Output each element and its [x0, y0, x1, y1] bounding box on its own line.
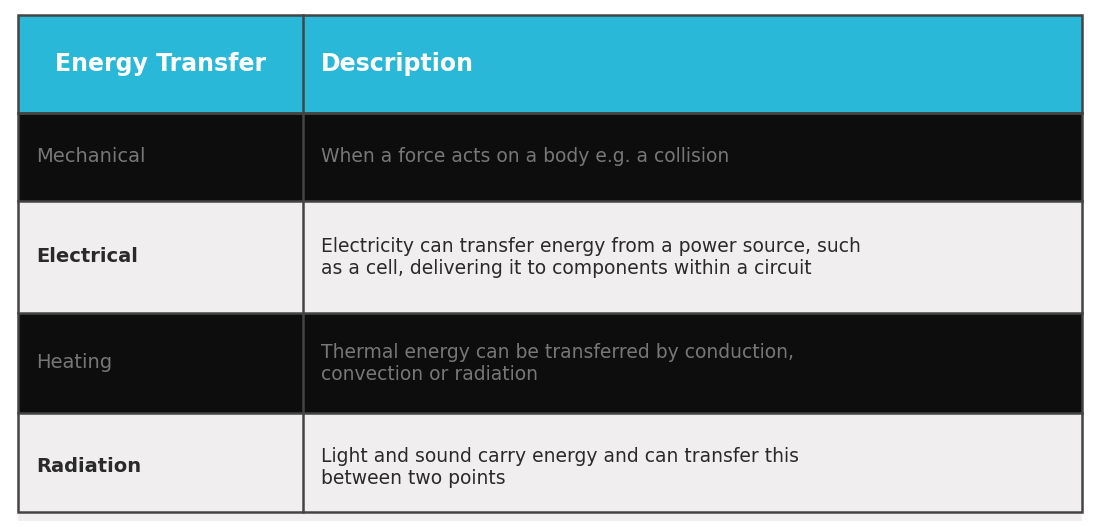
Text: Radiation: Radiation: [36, 457, 141, 476]
Text: Energy Transfer: Energy Transfer: [55, 52, 266, 76]
Text: between two points: between two points: [321, 469, 506, 487]
Bar: [18, 313, 1082, 413]
Text: Electrical: Electrical: [36, 248, 138, 267]
Bar: [18, 413, 1082, 521]
Text: convection or radiation: convection or radiation: [321, 365, 538, 384]
Text: When a force acts on a body e.g. a collision: When a force acts on a body e.g. a colli…: [321, 148, 729, 167]
Bar: [18, 15, 1082, 113]
Text: as a cell, delivering it to components within a circuit: as a cell, delivering it to components w…: [321, 259, 812, 278]
Text: Heating: Heating: [36, 354, 112, 373]
Text: Light and sound carry energy and can transfer this: Light and sound carry energy and can tra…: [321, 446, 800, 465]
Bar: [18, 113, 1082, 201]
Text: Electricity can transfer energy from a power source, such: Electricity can transfer energy from a p…: [321, 237, 861, 256]
Text: Thermal energy can be transferred by conduction,: Thermal energy can be transferred by con…: [321, 343, 794, 362]
Bar: [18, 201, 1082, 313]
Text: Description: Description: [321, 52, 474, 76]
Text: Mechanical: Mechanical: [36, 148, 145, 167]
